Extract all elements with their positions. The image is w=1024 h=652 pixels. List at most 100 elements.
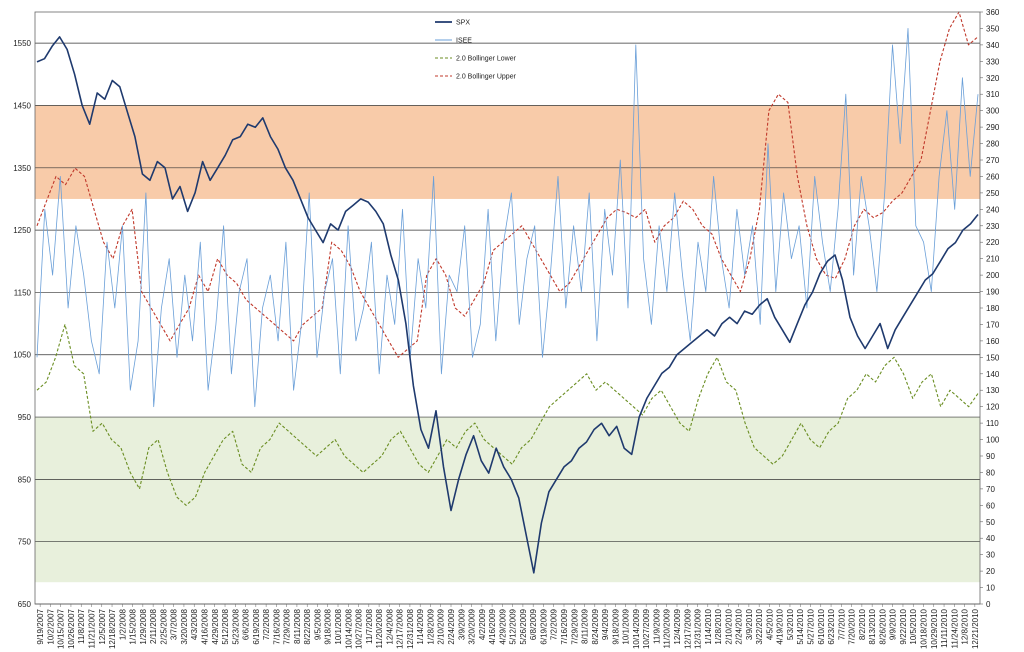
right-tick-label: 150 [986, 353, 1000, 362]
x-tick-label: 4/29/2008 [211, 608, 220, 644]
x-tick-label: 5/26/2009 [519, 608, 528, 644]
x-tick-label: 8/24/2009 [591, 608, 600, 644]
right-tick-label: 320 [986, 74, 1000, 83]
x-tick-label: 10/29/2010 [930, 608, 939, 649]
right-tick-label: 90 [986, 452, 995, 461]
x-tick-label: 3/22/2010 [755, 608, 764, 644]
left-axis: 650 750 850 950 1050 1150 1250 1350 1450 1550 [13, 39, 31, 609]
x-tick-label: 4/29/2009 [498, 608, 507, 644]
x-tick-label: 3/20/2008 [180, 608, 189, 644]
left-tick-label: 1550 [13, 39, 31, 48]
x-tick-label: 4/3/2008 [190, 608, 199, 640]
x-tick-label: 2/24/2010 [735, 608, 744, 644]
x-tick-label: 9/18/2008 [324, 608, 333, 644]
x-tick-label: 3/7/2008 [170, 608, 179, 640]
right-tick-label: 330 [986, 57, 1000, 66]
right-tick-label: 0 [986, 600, 991, 609]
right-tick-label: 30 [986, 551, 995, 560]
x-tick-label: 7/2/2008 [262, 608, 271, 640]
x-tick-label: 5/12/2008 [221, 608, 230, 644]
legend-label: SPX [456, 20, 470, 27]
right-tick-label: 130 [986, 386, 1000, 395]
x-tick-label: 11/20/2009 [663, 608, 672, 648]
x-tick-label: 1/14/2009 [416, 608, 425, 644]
x-tick-label: 1/28/2009 [426, 608, 435, 644]
right-tick-label: 270 [986, 156, 1000, 165]
x-tick-label: 12/17/2009 [683, 608, 692, 649]
x-axis: 9/19/2007 10/2/2007 10/15/2007 10/26/2007 11… [36, 604, 980, 649]
right-tick-label: 280 [986, 140, 1000, 149]
series-2-0-bollinger-upper [36, 11, 979, 358]
x-tick-label: 1/28/2010 [714, 608, 723, 644]
x-tick-label: 11/8/2007 [77, 608, 86, 644]
x-tick-label: 1/15/2008 [129, 608, 138, 644]
left-tick-label: 1250 [13, 226, 31, 235]
x-tick-label: 6/19/2009 [539, 608, 548, 644]
left-tick-label: 850 [18, 475, 32, 484]
x-tick-label: 3/9/2009 [457, 608, 466, 640]
right-axis: 0 10 20 30 40 50 60 70 80 90 100 110 120 130 140 150 160… [980, 8, 1000, 609]
x-tick-label: 12/31/2008 [406, 608, 415, 649]
left-tick-label: 950 [18, 413, 32, 422]
x-tick-label: 12/17/2008 [396, 608, 405, 649]
x-tick-label: 4/2/2009 [478, 608, 487, 640]
right-tick-label: 120 [986, 403, 1000, 412]
x-tick-label: 4/19/2010 [776, 608, 785, 644]
right-tick-label: 60 [986, 501, 995, 510]
x-tick-label: 8/11/2008 [293, 608, 302, 644]
x-tick-label: 11/7/2008 [365, 608, 374, 644]
right-tick-label: 100 [986, 436, 1000, 445]
x-tick-label: 10/14/2008 [344, 608, 353, 649]
x-tick-label: 8/13/2010 [868, 608, 877, 644]
left-tick-label: 1350 [13, 164, 31, 173]
x-tick-label: 10/15/2007 [57, 608, 66, 649]
gridlines [35, 42, 980, 605]
right-tick-label: 290 [986, 123, 1000, 132]
x-tick-label: 10/2/2007 [46, 608, 55, 644]
x-tick-label: 7/29/2009 [570, 608, 579, 644]
series-isee [36, 27, 979, 408]
x-tick-label: 5/27/2010 [807, 608, 816, 644]
x-tick-label: 6/6/2008 [242, 608, 251, 640]
right-tick-label: 360 [986, 8, 1000, 17]
x-tick-label: 9/18/2009 [611, 608, 620, 644]
x-tick-label: 7/16/2008 [272, 608, 281, 644]
x-tick-label: 8/26/2010 [878, 608, 887, 644]
right-tick-label: 300 [986, 107, 1000, 116]
x-tick-label: 9/4/2009 [601, 608, 610, 640]
x-tick-label: 8/2/2010 [858, 608, 867, 640]
x-tick-label: 12/8/2010 [961, 608, 970, 644]
x-tick-label: 6/8/2009 [529, 608, 538, 640]
left-tick-label: 1050 [13, 351, 31, 360]
right-tick-label: 220 [986, 238, 1000, 247]
x-tick-label: 5/3/2010 [786, 608, 795, 640]
right-tick-label: 20 [986, 567, 995, 576]
right-tick-label: 50 [986, 518, 995, 527]
x-tick-label: 2/25/2008 [159, 608, 168, 644]
x-tick-label: 5/14/2010 [796, 608, 805, 644]
x-tick-label: 10/14/2009 [632, 608, 641, 649]
legend-label: 2.0 Bollinger Upper [456, 74, 517, 81]
right-tick-label: 200 [986, 271, 1000, 280]
right-tick-label: 250 [986, 189, 1000, 198]
x-tick-label: 3/9/2010 [745, 608, 754, 640]
x-tick-label: 12/5/2007 [98, 608, 107, 644]
series-spx [36, 36, 979, 574]
right-tick-label: 40 [986, 534, 995, 543]
right-tick-label: 110 [986, 419, 999, 428]
upper-zone-band [35, 105, 980, 199]
left-tick-label: 1150 [14, 288, 32, 297]
x-tick-label: 1/29/2008 [139, 608, 148, 644]
x-tick-label: 7/16/2009 [560, 608, 569, 644]
x-tick-label: 10/1/2009 [622, 608, 631, 644]
x-tick-label: 3/20/2009 [468, 608, 477, 644]
x-tick-label: 7/2/2009 [550, 608, 559, 640]
x-tick-label: 9/19/2007 [36, 608, 45, 644]
x-tick-label: 5/23/2008 [231, 608, 240, 644]
x-tick-label: 11/20/2008 [375, 608, 384, 648]
x-tick-label: 10/18/2010 [920, 608, 929, 649]
x-tick-label: 8/11/2009 [581, 608, 590, 644]
legend-label: 2.0 Bollinger Lower [456, 56, 517, 63]
right-tick-label: 170 [986, 320, 1000, 329]
right-tick-label: 180 [986, 304, 1000, 313]
